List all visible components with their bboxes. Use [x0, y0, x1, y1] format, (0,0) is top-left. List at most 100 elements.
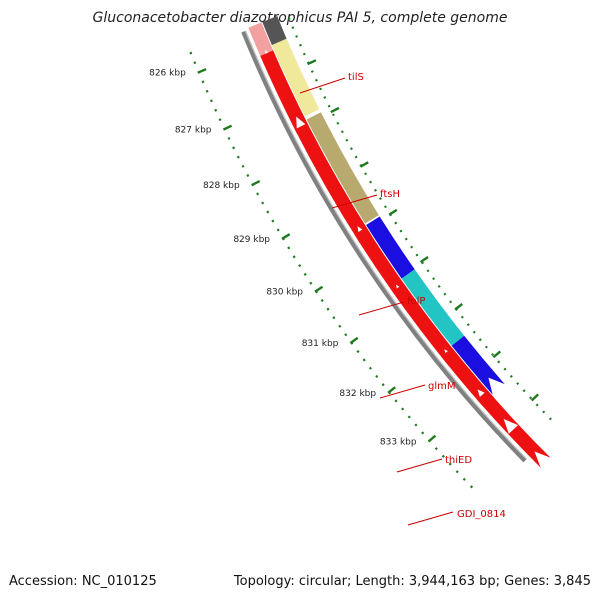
inner-major-tick: [419, 256, 429, 264]
gene-label-gdi_0814: GDI_0814: [457, 509, 506, 520]
ruler-dot: [261, 201, 265, 205]
reverse-gene-arrow: [392, 283, 460, 367]
ruler-dot: [462, 477, 466, 481]
ruler-dot: [320, 298, 324, 303]
ruler-major-tick: [197, 68, 207, 74]
inner-dot: [522, 389, 526, 393]
ruler-major-tick: [281, 233, 291, 240]
ruler-dot: [381, 383, 385, 387]
inner-dot: [509, 374, 513, 378]
ruler-dot: [421, 431, 425, 435]
forward-gene-block: [401, 269, 465, 346]
inner-dot: [378, 197, 382, 200]
gene-label-leader: [407, 511, 454, 526]
inner-dot: [302, 52, 306, 56]
reverse-gene-arrow: [508, 424, 551, 468]
ruler-label: 829 kbp: [233, 235, 270, 245]
ruler-dot: [214, 108, 218, 112]
inner-dot: [466, 323, 470, 327]
inner-dot: [478, 338, 482, 342]
backbone-arc: [241, 30, 527, 463]
inner-dot: [484, 345, 488, 349]
gene-label-leader: [331, 194, 378, 209]
inner-dot: [491, 353, 495, 356]
ruler-dot: [338, 324, 342, 328]
inner-dot: [437, 284, 441, 288]
inner-major-tick: [530, 393, 540, 402]
ruler-dot: [434, 447, 438, 451]
inner-dot: [340, 130, 344, 134]
ruler-dot: [332, 316, 336, 320]
inner-dot: [472, 330, 476, 334]
gene-label-leader: [379, 384, 426, 399]
reverse-gene-arrow: [354, 227, 411, 302]
gene-label-glmm: glmM: [428, 381, 456, 392]
ruler-dot: [362, 358, 366, 362]
inner-major-tick: [330, 106, 340, 114]
ruler-major-tick: [387, 386, 396, 394]
reverse-gene-arrow: [260, 50, 310, 134]
ruler-label: 830 kbp: [266, 288, 303, 298]
inner-dot: [364, 172, 368, 176]
inner-dot: [369, 180, 373, 184]
forward-gene-block: [366, 216, 415, 279]
inner-dot: [287, 17, 291, 21]
inner-dot: [394, 221, 398, 225]
inner-dot: [404, 237, 408, 241]
inner-dot: [373, 188, 377, 192]
ruler-dot: [414, 423, 418, 427]
ruler-major-tick: [427, 434, 437, 443]
inner-dot: [449, 300, 453, 304]
inner-dot: [410, 245, 414, 249]
backbone-highlight: [244, 30, 528, 460]
inner-dot: [383, 205, 387, 209]
ruler-dot: [292, 255, 296, 259]
ruler-dot: [448, 462, 452, 466]
ruler-dot: [205, 89, 209, 93]
accession-text: Accession: NC_010125: [9, 574, 157, 589]
inner-dot: [323, 96, 327, 99]
reverse-gene-arrow: [441, 347, 494, 406]
inner-dot: [345, 138, 349, 142]
inner-major-tick: [454, 303, 463, 311]
gene-label-ftsh: ftsH: [380, 189, 400, 200]
inner-dot: [310, 70, 314, 73]
ruler-dot: [227, 137, 231, 140]
inner-dot: [415, 253, 419, 257]
ruler-label: 827 kbp: [175, 126, 212, 136]
ruler-dot: [394, 399, 398, 403]
forward-gene-block: [306, 112, 379, 224]
inner-dot: [535, 403, 539, 407]
reverse-gene-arrow: [248, 22, 278, 68]
topology-text: Topology: circular; Length: 3,944,163 bp…: [233, 574, 591, 589]
ruler-dot: [276, 228, 280, 232]
gene-label-tils: tilS: [348, 72, 364, 83]
inner-dot: [497, 360, 501, 364]
ruler-dot: [209, 99, 213, 103]
ruler-dot: [266, 210, 270, 214]
ruler-dot: [232, 146, 236, 150]
gene-label-leader: [396, 458, 443, 473]
ruler-dot: [218, 118, 222, 122]
ruler-dot: [344, 333, 348, 337]
ruler-dot: [407, 415, 411, 419]
ruler-dot: [455, 470, 459, 474]
ruler-dot: [256, 192, 260, 196]
inner-dot: [327, 104, 331, 108]
inner-dot: [432, 277, 436, 281]
ruler-dot: [469, 485, 474, 489]
forward-gene-block: [271, 38, 320, 117]
gene-label-folp: folP: [407, 296, 425, 307]
ruler-label: 826 kbp: [149, 69, 186, 79]
inner-dot: [421, 261, 424, 265]
forward-gene-block: [451, 335, 505, 395]
reverse-gene-arrow: [294, 123, 372, 244]
inner-major-tick: [307, 59, 317, 66]
inner-dot: [349, 147, 353, 151]
inner-dot: [426, 269, 430, 273]
forward-gene-block: [262, 16, 287, 46]
ruler-major-tick: [222, 124, 233, 131]
ruler-dot: [271, 219, 275, 223]
ruler-dot: [201, 80, 205, 84]
gene-label-leader: [299, 77, 346, 94]
